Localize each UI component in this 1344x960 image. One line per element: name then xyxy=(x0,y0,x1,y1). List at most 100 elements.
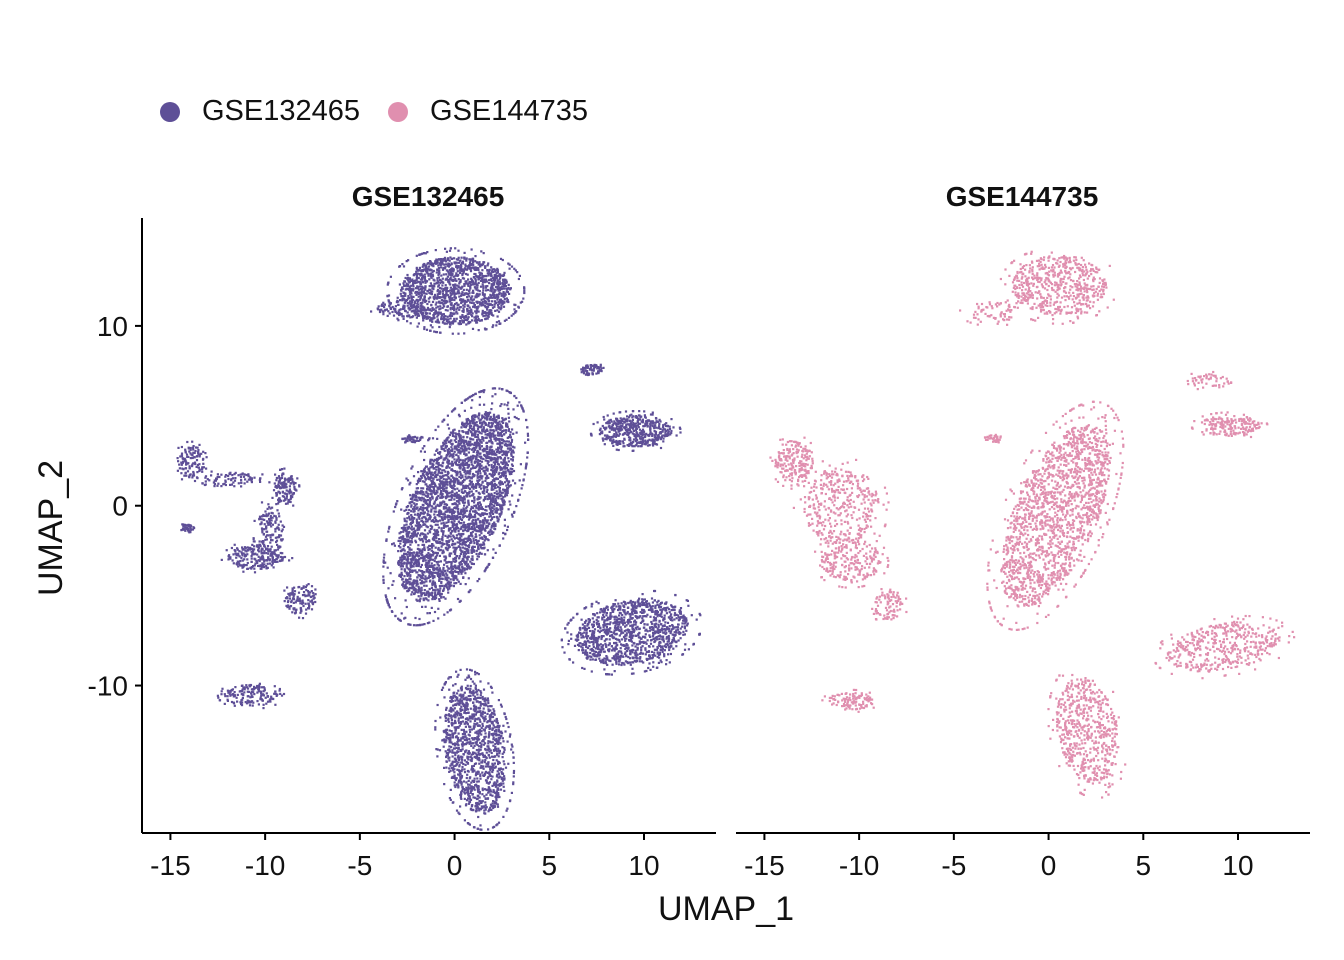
point-GSE132465-c0 xyxy=(486,269,489,272)
point-GSE132465-c2 xyxy=(428,504,432,507)
point-GSE132465-c2 xyxy=(459,466,462,469)
point-GSE132465-c2 xyxy=(496,519,499,522)
point-GSE132465-c0 xyxy=(410,298,413,302)
point-GSE132465-c2 xyxy=(485,486,489,489)
point-GSE132465-c2 xyxy=(407,546,410,549)
point-GSE132465-c2 xyxy=(440,446,443,449)
point-GSE132465-c2 xyxy=(406,527,409,530)
point-GSE132465-c2 xyxy=(400,488,403,491)
point-GSE132465-c0 xyxy=(443,256,447,259)
point-GSE132465-c2 xyxy=(427,548,430,551)
point-GSE132465-c2 xyxy=(470,525,474,529)
point-GSE132465-c2 xyxy=(423,592,426,595)
point-GSE132465-c2 xyxy=(409,536,412,539)
point-GSE132465-c0 xyxy=(470,248,473,251)
point-GSE132465-c2 xyxy=(498,494,501,498)
point-GSE132465-c0 xyxy=(466,265,469,268)
point-GSE132465-c0 xyxy=(487,300,490,303)
point-GSE132465-c0 xyxy=(461,315,464,318)
point-GSE132465-c2 xyxy=(483,413,487,416)
point-GSE132465-c2 xyxy=(440,538,443,541)
point-GSE132465-c2 xyxy=(400,563,403,566)
point-GSE132465-c2 xyxy=(485,469,488,472)
point-GSE132465-c2 xyxy=(418,598,421,602)
point-GSE132465-c2 xyxy=(506,464,509,467)
point-GSE132465-c2 xyxy=(496,460,499,463)
point-GSE132465-c2 xyxy=(468,479,471,482)
point-GSE132465-c2 xyxy=(464,527,467,530)
point-GSE132465-c0 xyxy=(426,306,430,309)
point-GSE132465-c2 xyxy=(394,597,397,600)
point-GSE132465-c2 xyxy=(518,479,521,482)
point-GSE132465-c2 xyxy=(446,458,449,461)
point-GSE132465-c0 xyxy=(410,289,413,292)
point-GSE132465-c0 xyxy=(497,320,501,323)
point-GSE132465-c2 xyxy=(487,531,490,534)
point-GSE132465-c2 xyxy=(434,546,437,549)
point-GSE132465-c2 xyxy=(494,511,497,514)
point-GSE132465-c0 xyxy=(476,315,479,318)
point-GSE132465-c2 xyxy=(432,490,435,493)
point-GSE132465-c2 xyxy=(467,518,471,521)
point-GSE132465-c2 xyxy=(490,468,493,471)
point-GSE132465-c2 xyxy=(492,418,495,421)
point-GSE132465-c2 xyxy=(464,458,467,461)
point-GSE132465-c2 xyxy=(511,494,514,497)
point-GSE132465-c0 xyxy=(406,297,410,300)
point-GSE132465-c2 xyxy=(445,561,448,564)
point-GSE132465-c2 xyxy=(450,446,453,449)
point-GSE132465-c0 xyxy=(427,274,430,277)
point-GSE132465-c0 xyxy=(502,294,505,297)
point-GSE132465-c1 xyxy=(382,301,385,304)
point-GSE132465-c2 xyxy=(488,434,491,437)
point-GSE132465-c2 xyxy=(512,455,515,459)
point-GSE132465-c1 xyxy=(383,306,386,309)
point-GSE132465-c0 xyxy=(502,274,506,277)
point-GSE132465-c0 xyxy=(387,282,390,285)
point-GSE132465-c2 xyxy=(405,580,408,583)
point-GSE132465-c2 xyxy=(460,482,464,485)
point-GSE132465-c0 xyxy=(398,283,401,286)
point-GSE132465-c2 xyxy=(429,579,432,582)
point-GSE132465-c2 xyxy=(430,508,433,511)
point-GSE132465-c2 xyxy=(440,511,443,514)
point-GSE132465-c2 xyxy=(506,404,509,407)
point-GSE132465-c2 xyxy=(401,487,404,490)
point-GSE132465-c0 xyxy=(430,304,433,307)
point-GSE132465-c0 xyxy=(475,312,478,315)
point-GSE132465-c2 xyxy=(441,542,444,545)
point-GSE132465-c2 xyxy=(447,576,450,579)
point-GSE132465-c0 xyxy=(431,326,434,329)
point-GSE132465-c2 xyxy=(451,460,454,463)
point-GSE132465-c2 xyxy=(391,543,394,546)
point-GSE132465-c2 xyxy=(418,526,421,529)
point-GSE132465-c0 xyxy=(444,259,447,262)
point-GSE132465-c0 xyxy=(491,287,494,290)
point-GSE132465-c0 xyxy=(490,283,493,286)
point-GSE132465-c0 xyxy=(409,290,412,294)
point-GSE132465-c0 xyxy=(459,280,462,283)
point-GSE132465-c2 xyxy=(387,603,390,606)
point-GSE132465-c2 xyxy=(436,541,439,544)
point-GSE132465-c2 xyxy=(438,578,441,581)
point-GSE132465-c0 xyxy=(423,295,426,298)
point-GSE132465-c2 xyxy=(500,472,503,475)
point-GSE132465-c0 xyxy=(503,281,506,284)
point-GSE132465-c0 xyxy=(417,292,420,296)
point-GSE132465-c2 xyxy=(459,548,462,551)
point-GSE132465-c2 xyxy=(428,486,431,489)
point-GSE132465-c0 xyxy=(438,271,441,274)
point-GSE132465-c2 xyxy=(411,521,415,524)
point-GSE132465-c2 xyxy=(402,530,405,533)
point-GSE132465-c2 xyxy=(420,499,423,502)
point-GSE132465-c2 xyxy=(403,562,406,565)
point-GSE132465-c2 xyxy=(467,472,470,475)
point-GSE132465-c0 xyxy=(438,301,441,304)
point-GSE132465-c2 xyxy=(418,537,421,540)
point-GSE132465-c2 xyxy=(458,557,461,560)
point-GSE132465-c2 xyxy=(428,468,431,471)
point-GSE132465-c0 xyxy=(433,308,436,311)
point-GSE132465-c0 xyxy=(470,277,473,280)
point-GSE132465-c2 xyxy=(431,474,435,477)
point-GSE132465-c2 xyxy=(421,548,424,551)
